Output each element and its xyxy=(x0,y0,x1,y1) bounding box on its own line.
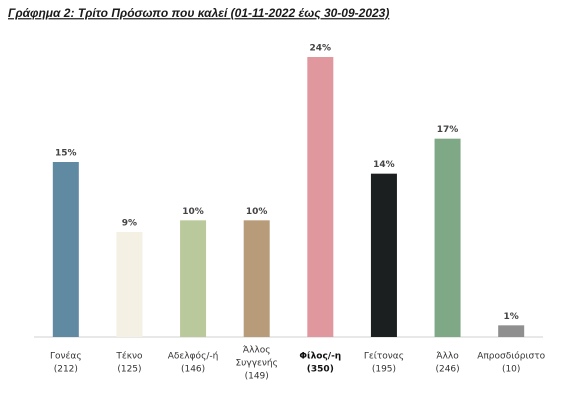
x-tick-label: (212) xyxy=(54,365,78,375)
bar xyxy=(434,138,461,337)
value-label: 9% xyxy=(122,219,137,229)
bar xyxy=(180,220,207,337)
x-tick-label: Απροσδιόριστο xyxy=(477,351,545,362)
value-label: 14% xyxy=(373,160,395,170)
value-label: 1% xyxy=(504,312,519,322)
x-tick-label: Άλλος xyxy=(243,346,271,356)
x-tick-label: Συγγενής xyxy=(235,359,277,369)
x-tick-label: Γονέας xyxy=(50,351,82,362)
value-label: 17% xyxy=(437,125,459,135)
x-tick-label: (146) xyxy=(181,365,205,375)
x-tick-label: (10) xyxy=(502,365,520,375)
value-label: 24% xyxy=(310,44,332,54)
x-tick-label: (149) xyxy=(245,372,269,382)
value-label: 10% xyxy=(246,207,268,217)
bar xyxy=(243,220,270,337)
bar xyxy=(52,162,79,337)
bar xyxy=(370,173,397,337)
x-tick-label: Φίλος/-η xyxy=(299,351,341,362)
x-tick-label: (350) xyxy=(307,365,334,375)
bar xyxy=(498,325,525,337)
chart-title: Γράφημα 2: Τρίτο Πρόσωπο που καλεί (01-1… xyxy=(8,6,389,20)
x-tick-label: Άλλο xyxy=(436,352,459,362)
x-tick-label: (195) xyxy=(372,365,396,375)
bar xyxy=(116,232,143,337)
x-tick-label: (246) xyxy=(435,365,459,375)
x-tick-label: (125) xyxy=(117,365,141,375)
x-tick-label: Γείτονας xyxy=(364,352,404,362)
value-label: 15% xyxy=(55,149,77,159)
x-tick-label: Αδελφός/-ή xyxy=(168,351,219,362)
x-tick-label: Τέκνο xyxy=(115,351,143,362)
bar xyxy=(307,57,334,337)
value-label: 10% xyxy=(182,207,204,217)
